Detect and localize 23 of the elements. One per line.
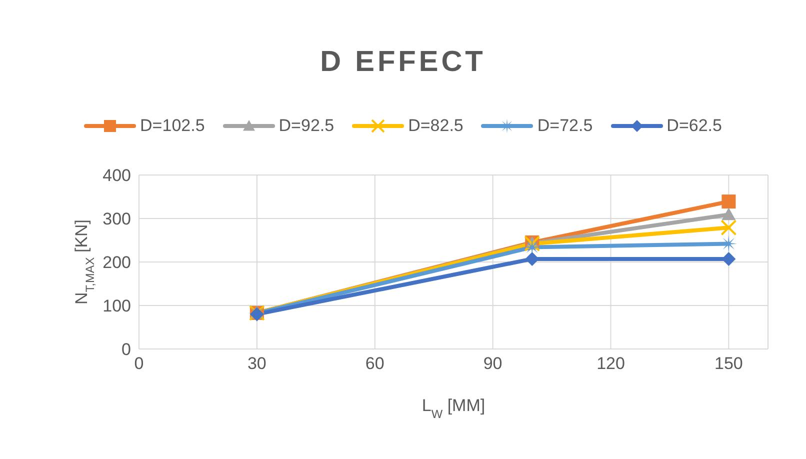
y-tick-label: 100 — [102, 296, 131, 316]
point — [525, 252, 540, 266]
y-tick-label: 400 — [102, 166, 131, 186]
x-tick-label: 60 — [365, 354, 384, 374]
legend-label: D=102.5 — [139, 116, 205, 136]
x-tick-label: 90 — [483, 354, 502, 374]
point — [722, 252, 736, 266]
point — [722, 208, 736, 220]
legend-label: D=72.5 — [536, 116, 593, 136]
y-tick-label: 200 — [102, 253, 131, 272]
y-tick-label: 300 — [102, 210, 131, 229]
x-tick-label: 0 — [134, 354, 144, 374]
legend-label: D=62.5 — [666, 116, 722, 136]
x-tick-label: 120 — [596, 354, 625, 374]
x-tick-label: 150 — [714, 354, 743, 374]
y-tick-label: 0 — [122, 340, 131, 360]
chart-title: D EFFECT — [319, 46, 487, 79]
point — [720, 220, 737, 236]
x-axis-title: L$_{W}$ [MM] — [422, 396, 486, 421]
legend-label: D=92.5 — [278, 116, 334, 136]
point — [722, 194, 736, 209]
legend-label: D=82.5 — [407, 116, 464, 136]
x-tick-label: 30 — [247, 354, 266, 374]
